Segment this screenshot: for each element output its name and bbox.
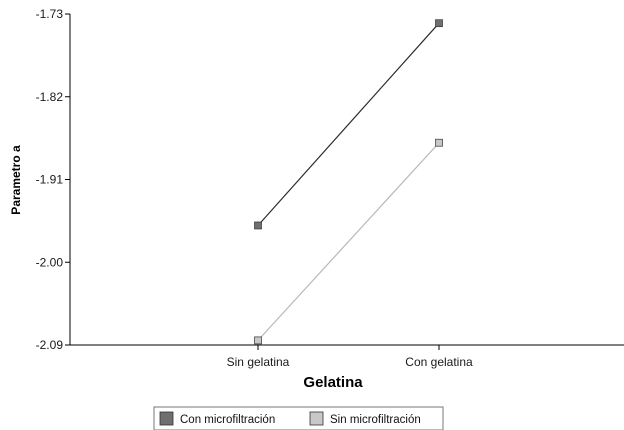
y-tick-label: -1.82 xyxy=(36,90,64,104)
x-tick-label: Sin gelatina xyxy=(227,355,290,369)
y-axis: -1.73 -1.82 -1.91 -2.00 -2.09 xyxy=(36,7,71,352)
x-tick-label: Con gelatina xyxy=(405,355,473,369)
series-layer xyxy=(254,19,443,345)
y-tick-label: -1.91 xyxy=(36,173,64,187)
x-axis: Sin gelatina Con gelatina xyxy=(70,344,624,369)
data-point xyxy=(254,336,262,345)
series-2 xyxy=(254,138,443,345)
legend-label: Sin microfiltración xyxy=(330,414,421,426)
data-point xyxy=(254,221,262,230)
series-1 xyxy=(254,19,443,230)
legend-swatch xyxy=(159,411,174,426)
y-tick-label: -2.09 xyxy=(36,338,64,352)
x-axis-title: Gelatina xyxy=(303,374,363,391)
legend-box xyxy=(153,406,444,430)
legend-swatch xyxy=(309,411,324,426)
series-line xyxy=(257,142,440,341)
y-tick-label: -2.00 xyxy=(36,255,64,269)
series-line xyxy=(257,22,440,226)
y-tick-label: -1.73 xyxy=(36,7,64,21)
y-axis-title: Parametro a xyxy=(9,145,23,215)
legend: Con microfiltración Sin microfiltración xyxy=(153,406,444,430)
data-point xyxy=(435,138,443,147)
legend-label: Con microfiltración xyxy=(180,414,275,426)
data-point xyxy=(435,19,443,28)
